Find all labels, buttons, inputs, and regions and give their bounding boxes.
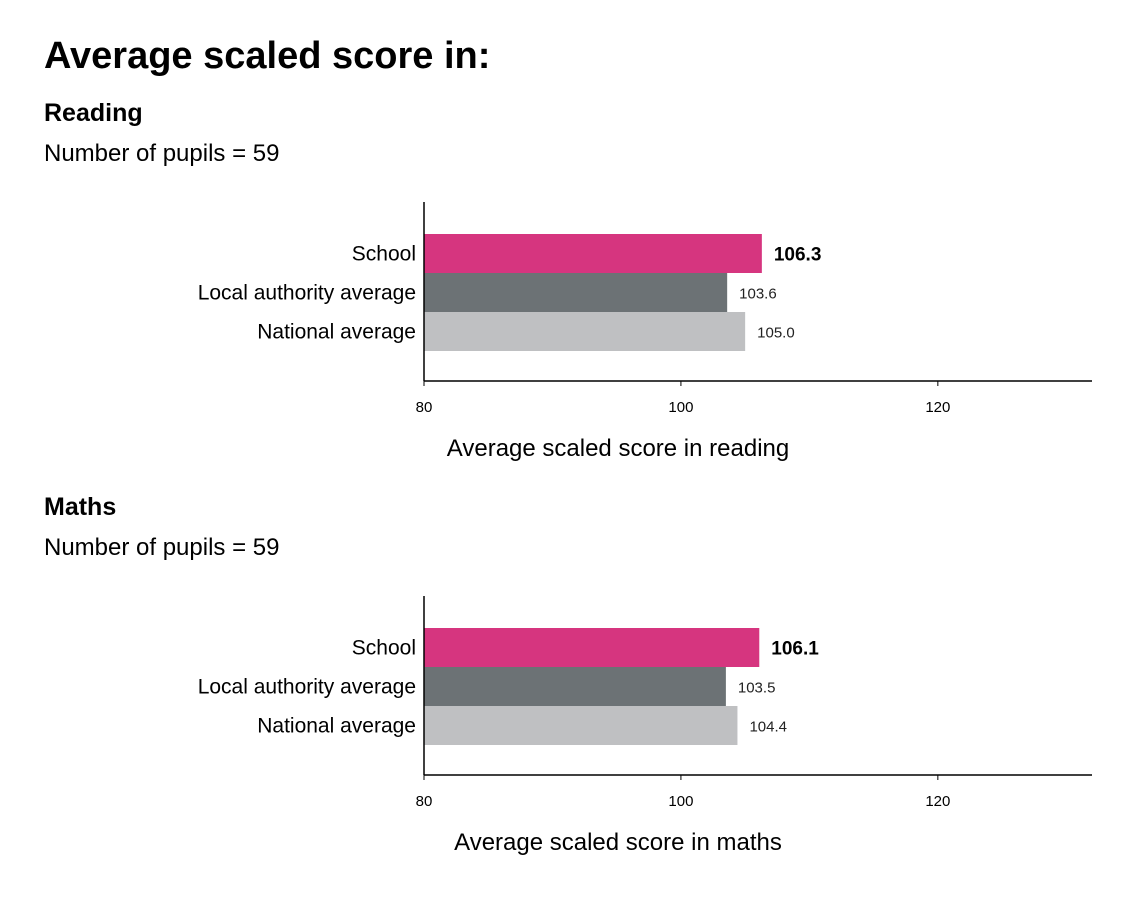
x-tick-label: 80 bbox=[416, 793, 433, 810]
category-label: Local authority average bbox=[198, 676, 416, 699]
x-axis-title: Average scaled score in maths bbox=[454, 829, 782, 856]
x-tick-label: 100 bbox=[668, 793, 693, 810]
value-label: 106.3 bbox=[774, 245, 822, 266]
x-tick-label: 120 bbox=[925, 793, 950, 810]
bar-local-authority bbox=[424, 667, 726, 706]
reading-chart: School 106.3 Local authority average 103.6 N… bbox=[198, 202, 1092, 462]
bar-school bbox=[424, 234, 762, 273]
value-label: 103.6 bbox=[739, 286, 777, 303]
section-title: Reading bbox=[44, 99, 143, 127]
bar-national bbox=[424, 706, 738, 745]
value-label: 106.1 bbox=[771, 639, 819, 660]
maths-section: Maths Number of pupils = 59 School 106.1 L… bbox=[0, 492, 1125, 872]
section-title: Maths bbox=[44, 493, 117, 521]
reading-section: Reading Number of pupils = 59 School 106.… bbox=[0, 98, 1125, 478]
bar-national bbox=[424, 312, 746, 351]
value-label: 104.4 bbox=[749, 719, 787, 736]
x-tick-label: 80 bbox=[416, 399, 433, 416]
value-label: 105.0 bbox=[757, 325, 795, 342]
category-label: Local authority average bbox=[198, 282, 416, 305]
maths-chart: School 106.1 Local authority average 103.5 N… bbox=[198, 596, 1092, 856]
bar-school bbox=[424, 628, 760, 667]
x-tick-label: 100 bbox=[668, 399, 693, 416]
category-label: School bbox=[352, 637, 416, 660]
category-label: National average bbox=[257, 321, 416, 344]
x-tick-label: 120 bbox=[925, 399, 950, 416]
page-title: Average scaled score in: bbox=[44, 35, 491, 77]
category-label: School bbox=[352, 243, 416, 266]
bar-local-authority bbox=[424, 273, 728, 312]
x-axis-title: Average scaled score in reading bbox=[447, 435, 789, 462]
pupil-count: Number of pupils = 59 bbox=[44, 140, 280, 167]
pupil-count: Number of pupils = 59 bbox=[44, 534, 280, 561]
category-label: National average bbox=[257, 715, 416, 738]
value-label: 103.5 bbox=[738, 680, 776, 697]
